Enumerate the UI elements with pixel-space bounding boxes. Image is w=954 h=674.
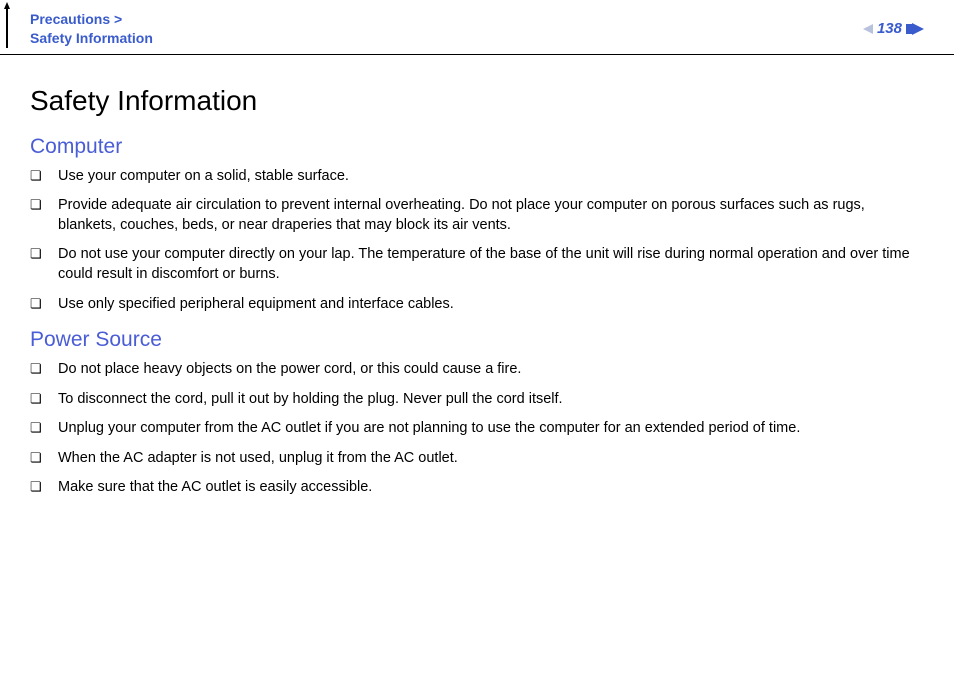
section-title-power: Power Source (30, 328, 924, 352)
computer-list: Use your computer on a solid, stable sur… (30, 167, 924, 314)
breadcrumb-parent[interactable]: Precautions > (30, 10, 153, 29)
list-item: Make sure that the AC outlet is easily a… (54, 478, 924, 498)
list-item: Unplug your computer from the AC outlet … (54, 419, 924, 439)
page-number: 138 (877, 20, 902, 37)
list-item: Use only specified peripheral equipment … (54, 295, 924, 315)
list-item: Do not use your computer directly on you… (54, 245, 924, 284)
page-corner-marker (0, 0, 10, 26)
list-item: Use your computer on a solid, stable sur… (54, 167, 924, 187)
prev-page-icon[interactable] (863, 24, 873, 34)
power-list: Do not place heavy objects on the power … (30, 360, 924, 498)
breadcrumb: Precautions > Safety Information (30, 10, 153, 48)
list-item: Do not place heavy objects on the power … (54, 360, 924, 380)
list-item: When the AC adapter is not used, unplug … (54, 449, 924, 469)
section-title-computer: Computer (30, 135, 924, 159)
page-header: Precautions > Safety Information 138 (0, 0, 954, 55)
list-item: To disconnect the cord, pull it out by h… (54, 390, 924, 410)
page-title: Safety Information (30, 85, 924, 117)
list-item: Provide adequate air circulation to prev… (54, 196, 924, 235)
page-navigation: 138 (863, 20, 924, 37)
next-page-icon[interactable] (906, 23, 924, 35)
page-content: Safety Information Computer Use your com… (0, 55, 954, 498)
breadcrumb-current: Safety Information (30, 29, 153, 48)
